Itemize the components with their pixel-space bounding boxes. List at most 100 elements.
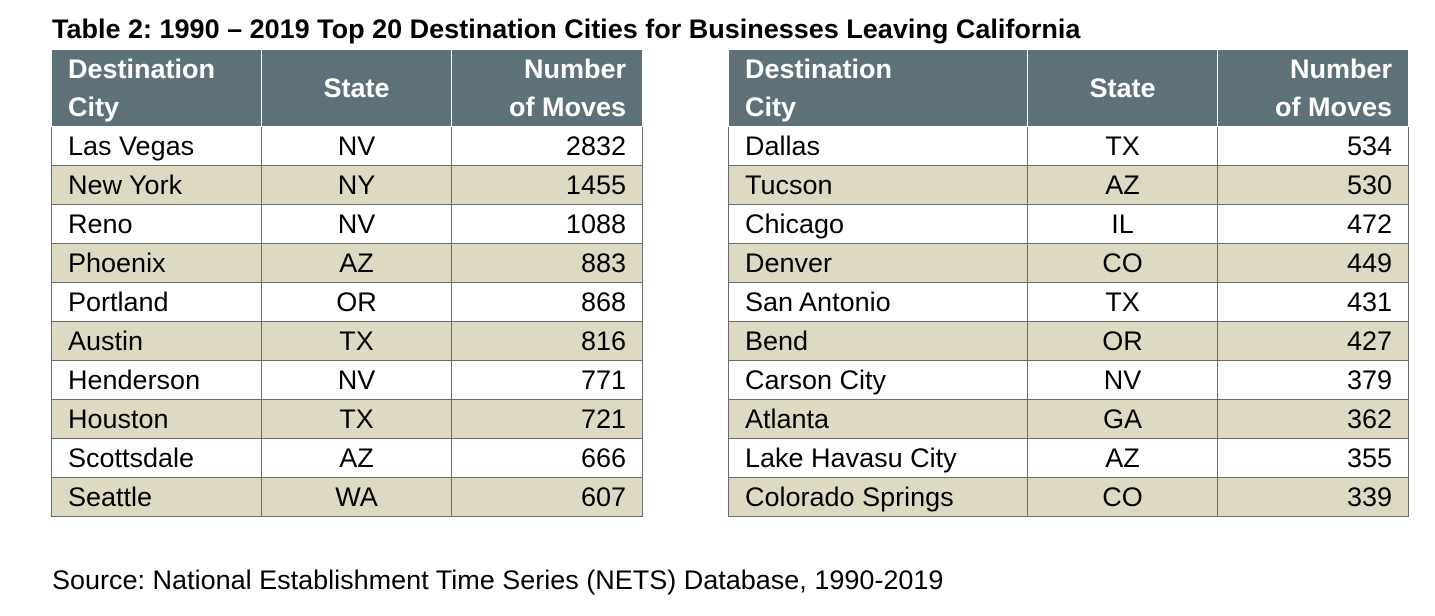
- table-row: Reno NV 1088: [51, 204, 643, 244]
- cell-state: TX: [1027, 126, 1218, 166]
- table-row: Seattle WA 607: [51, 477, 643, 517]
- cell-state: TX: [1027, 282, 1218, 322]
- cell-number-of-moves: 355: [1217, 438, 1409, 478]
- cell-number-of-moves: 362: [1217, 399, 1409, 439]
- cell-number-of-moves: 771: [451, 360, 643, 400]
- cell-state: GA: [1027, 399, 1218, 439]
- cell-city: New York: [51, 165, 262, 205]
- table-title: Table 2: 1990 – 2019 Top 20 Destination …: [52, 14, 1081, 44]
- cell-number-of-moves: 449: [1217, 243, 1409, 283]
- table-row: Tucson AZ 530: [728, 165, 1409, 205]
- cell-number-of-moves: 472: [1217, 204, 1409, 244]
- cell-number-of-moves: 339: [1217, 477, 1409, 517]
- cell-number-of-moves: 1455: [451, 165, 643, 205]
- cell-state: NV: [261, 126, 452, 166]
- cell-city: Carson City: [728, 360, 1028, 400]
- cell-city: Tucson: [728, 165, 1028, 205]
- header-city-line2: City: [68, 92, 120, 122]
- cell-city: Scottsdale: [51, 438, 262, 478]
- header-state: State: [261, 49, 452, 127]
- cell-number-of-moves: 607: [451, 477, 643, 517]
- table-row: Denver CO 449: [728, 243, 1409, 283]
- cell-number-of-moves: 2832: [451, 126, 643, 166]
- cell-city: Phoenix: [51, 243, 262, 283]
- cell-state: AZ: [261, 438, 452, 478]
- table-row: Henderson NV 771: [51, 360, 643, 400]
- table-row: Houston TX 721: [51, 399, 643, 439]
- table-row: Carson City NV 379: [728, 360, 1409, 400]
- table-row: Scottsdale AZ 666: [51, 438, 643, 478]
- cell-state: AZ: [261, 243, 452, 283]
- cell-state: NV: [1027, 360, 1218, 400]
- table-body-right: Dallas TX 534 Tucson AZ 530 Chicago IL 472 Denver…: [728, 126, 1409, 517]
- table-body-left: Las Vegas NV 2832 New York NY 1455 Reno NV 1088 P…: [51, 126, 643, 517]
- cell-city: Chicago: [728, 204, 1028, 244]
- source-note: Source: National Establishment Time Seri…: [52, 565, 944, 595]
- cell-city: Atlanta: [728, 399, 1028, 439]
- cell-state: NV: [261, 360, 452, 400]
- table-row: Portland OR 868: [51, 282, 643, 322]
- cell-city: Seattle: [51, 477, 262, 517]
- header-moves-line1: Number: [1289, 54, 1392, 84]
- header-destination-city: Destination City: [51, 49, 262, 127]
- header-state: State: [1027, 49, 1218, 127]
- cell-number-of-moves: 721: [451, 399, 643, 439]
- cell-number-of-moves: 1088: [451, 204, 643, 244]
- cell-state: AZ: [1027, 438, 1218, 478]
- cell-state: WA: [261, 477, 452, 517]
- cell-number-of-moves: 379: [1217, 360, 1409, 400]
- table-header-row: Destination City State Number of Moves: [728, 49, 1409, 127]
- cell-city: Houston: [51, 399, 262, 439]
- cell-state: CO: [1027, 477, 1218, 517]
- table-row: Bend OR 427: [728, 321, 1409, 361]
- cell-city: San Antonio: [728, 282, 1028, 322]
- table-row: Atlanta GA 362: [728, 399, 1409, 439]
- header-city-line1: Destination: [68, 54, 216, 84]
- table-header-row: Destination City State Number of Moves: [51, 49, 643, 127]
- cell-state: OR: [261, 282, 452, 322]
- table-row: New York NY 1455: [51, 165, 643, 205]
- cell-city: Reno: [51, 204, 262, 244]
- table-row: Chicago IL 472: [728, 204, 1409, 244]
- table-row: Lake Havasu City AZ 355: [728, 438, 1409, 478]
- cell-city: Austin: [51, 321, 262, 361]
- header-number-of-moves: Number of Moves: [451, 49, 643, 127]
- cell-city: Lake Havasu City: [728, 438, 1028, 478]
- header-moves-line1: Number: [523, 54, 626, 84]
- table-row: Las Vegas NV 2832: [51, 126, 643, 166]
- cell-state: AZ: [1027, 165, 1218, 205]
- header-city-line2: City: [745, 92, 797, 122]
- cell-state: TX: [261, 321, 452, 361]
- table-row: Austin TX 816: [51, 321, 643, 361]
- table-row: Colorado Springs CO 339: [728, 477, 1409, 517]
- cell-number-of-moves: 427: [1217, 321, 1409, 361]
- header-moves-line2: of Moves: [1274, 92, 1392, 122]
- destination-table-right: Destination City State Number of Moves D…: [728, 49, 1409, 517]
- cell-number-of-moves: 534: [1217, 126, 1409, 166]
- cell-city: Colorado Springs: [728, 477, 1028, 517]
- header-destination-city: Destination City: [728, 49, 1028, 127]
- cell-state: NV: [261, 204, 452, 244]
- cell-number-of-moves: 816: [451, 321, 643, 361]
- cell-state: IL: [1027, 204, 1218, 244]
- header-number-of-moves: Number of Moves: [1217, 49, 1409, 127]
- header-city-line1: Destination: [745, 54, 893, 84]
- cell-city: Las Vegas: [51, 126, 262, 166]
- cell-number-of-moves: 883: [451, 243, 643, 283]
- cell-city: Bend: [728, 321, 1028, 361]
- table-row: San Antonio TX 431: [728, 282, 1409, 322]
- table-row: Phoenix AZ 883: [51, 243, 643, 283]
- cell-city: Denver: [728, 243, 1028, 283]
- header-moves-line2: of Moves: [508, 92, 626, 122]
- cell-number-of-moves: 868: [451, 282, 643, 322]
- cell-city: Henderson: [51, 360, 262, 400]
- cell-state: NY: [261, 165, 452, 205]
- cell-number-of-moves: 530: [1217, 165, 1409, 205]
- cell-city: Dallas: [728, 126, 1028, 166]
- cell-number-of-moves: 431: [1217, 282, 1409, 322]
- cell-state: CO: [1027, 243, 1218, 283]
- cell-state: OR: [1027, 321, 1218, 361]
- table-row: Dallas TX 534: [728, 126, 1409, 166]
- cell-state: TX: [261, 399, 452, 439]
- cell-number-of-moves: 666: [451, 438, 643, 478]
